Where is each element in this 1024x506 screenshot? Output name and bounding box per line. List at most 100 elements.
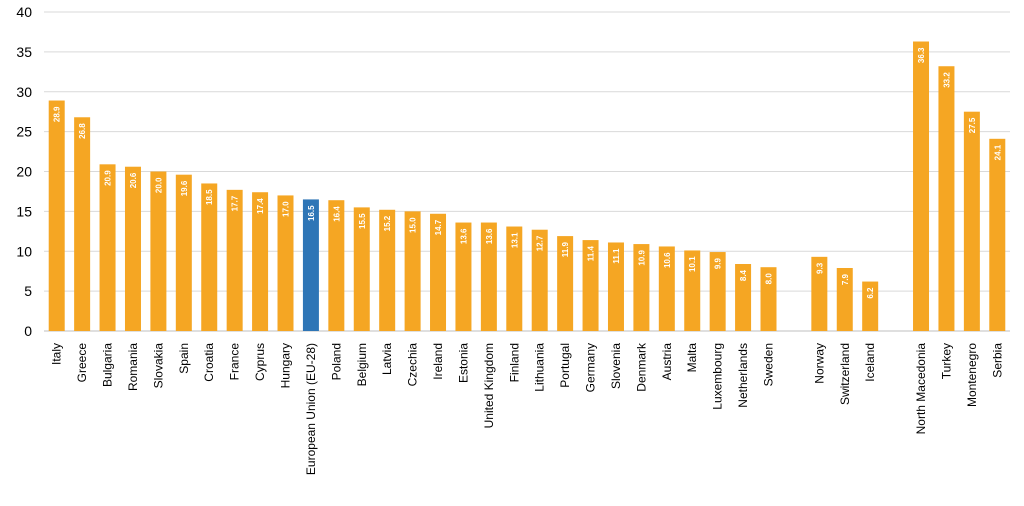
bar-value-label: 17.7 bbox=[231, 195, 240, 211]
bar bbox=[760, 267, 777, 331]
category-label: Slovenia bbox=[609, 343, 623, 389]
category-label: Cyprus bbox=[253, 343, 267, 381]
bar-value-label: 16.4 bbox=[332, 206, 341, 222]
bar-value-label: 11.4 bbox=[587, 246, 596, 262]
bar bbox=[989, 138, 1006, 331]
category-label: Ireland bbox=[431, 343, 445, 380]
axis-layer: 0 5 10 15 20 25 30 35 40 Italy Greece Bulgaria Roman… bbox=[16, 4, 1004, 475]
category-label: Poland bbox=[329, 343, 343, 380]
category-label: Luxembourg bbox=[711, 343, 725, 410]
bar bbox=[48, 100, 65, 332]
bar bbox=[963, 111, 980, 331]
bar bbox=[913, 41, 930, 331]
bar bbox=[74, 117, 91, 332]
bar bbox=[404, 211, 421, 331]
bar-value-label: 15.5 bbox=[358, 213, 367, 229]
bar bbox=[430, 213, 447, 331]
category-label: France bbox=[228, 343, 242, 381]
category-label: Romania bbox=[126, 343, 140, 391]
category-label: Bulgaria bbox=[101, 343, 115, 387]
category-label: Germany bbox=[584, 343, 598, 392]
bar bbox=[455, 222, 472, 331]
bar bbox=[480, 222, 497, 331]
bar-layer: 28.9 26.8 20.9 20.6 20.0 19.6 18.5 17.7 17.4 17.0… bbox=[48, 41, 1006, 332]
category-label: Croatia bbox=[202, 343, 216, 382]
y-tick-label: 15 bbox=[16, 203, 32, 219]
bar-value-label: 19.6 bbox=[180, 180, 189, 196]
category-label: Austria bbox=[660, 343, 674, 381]
bar bbox=[353, 207, 370, 331]
bar-value-label: 27.5 bbox=[968, 117, 977, 133]
bar-value-label: 11.9 bbox=[561, 242, 570, 258]
bar bbox=[226, 189, 243, 331]
bar-value-label: 13.6 bbox=[459, 228, 468, 244]
bar bbox=[150, 171, 167, 331]
bar-value-label: 36.3 bbox=[917, 47, 926, 63]
category-label: Montenegro bbox=[965, 343, 979, 407]
bar-value-label: 15.2 bbox=[383, 215, 392, 231]
category-label: Malta bbox=[685, 343, 699, 373]
bar-value-label: 7.9 bbox=[841, 273, 850, 285]
category-label: Lithuania bbox=[533, 343, 547, 392]
bar-value-label: 17.0 bbox=[282, 201, 291, 217]
y-tick-label: 10 bbox=[16, 243, 32, 259]
category-label: Sweden bbox=[762, 343, 776, 386]
bar-value-label: 10.6 bbox=[663, 252, 672, 268]
bar bbox=[709, 252, 726, 331]
bar-value-label: 13.1 bbox=[510, 232, 519, 248]
bar bbox=[658, 246, 675, 331]
bar-value-label: 16.5 bbox=[307, 205, 316, 221]
category-label: United Kingdom bbox=[482, 343, 496, 428]
bar-value-label: 8.0 bbox=[765, 273, 774, 285]
y-tick-label: 0 bbox=[24, 323, 32, 339]
category-label: Portugal bbox=[558, 343, 572, 388]
bar-value-label: 15.0 bbox=[409, 217, 418, 233]
category-label: Slovakia bbox=[151, 343, 165, 389]
category-label: Hungary bbox=[279, 343, 293, 388]
y-tick-label: 25 bbox=[16, 124, 32, 140]
bar-value-label: 24.1 bbox=[993, 144, 1002, 160]
category-label: Estonia bbox=[456, 343, 470, 383]
bar bbox=[836, 267, 853, 331]
bar bbox=[175, 174, 192, 331]
bar bbox=[302, 199, 319, 331]
category-label: Norway bbox=[812, 343, 826, 384]
bar bbox=[328, 200, 345, 331]
category-label: Iceland bbox=[863, 343, 877, 382]
bar bbox=[277, 195, 294, 331]
bar-value-label: 26.8 bbox=[78, 123, 87, 139]
category-label: Netherlands bbox=[736, 343, 750, 408]
bar bbox=[506, 226, 523, 331]
category-label: Latvia bbox=[380, 343, 394, 375]
y-tick-label: 40 bbox=[16, 4, 32, 20]
bar bbox=[99, 164, 116, 331]
y-tick-label: 20 bbox=[16, 164, 32, 180]
bar-value-label: 9.9 bbox=[714, 258, 723, 270]
bar bbox=[607, 242, 624, 331]
bar bbox=[633, 244, 650, 331]
category-label: Greece bbox=[75, 343, 89, 383]
bar-value-label: 20.0 bbox=[154, 177, 163, 193]
category-label: Finland bbox=[507, 343, 521, 382]
bar bbox=[252, 192, 269, 331]
bar-value-label: 10.9 bbox=[637, 250, 646, 266]
bar-value-label: 8.4 bbox=[739, 269, 748, 281]
category-label: European Union (EU-28) bbox=[304, 343, 318, 475]
bar bbox=[531, 229, 548, 331]
category-label: Switzerland bbox=[838, 343, 852, 405]
bar bbox=[862, 281, 879, 331]
bar-value-label: 11.1 bbox=[612, 248, 621, 264]
bar-value-label: 18.5 bbox=[205, 189, 214, 205]
bar bbox=[201, 183, 218, 331]
bar-value-label: 20.9 bbox=[104, 170, 113, 186]
category-label: Denmark bbox=[634, 342, 648, 392]
category-label: Belgium bbox=[355, 343, 369, 386]
bar bbox=[811, 256, 828, 331]
y-tick-label: 30 bbox=[16, 84, 32, 100]
bar bbox=[379, 209, 396, 331]
category-label: Serbia bbox=[990, 343, 1004, 378]
bar bbox=[938, 66, 955, 331]
bar-value-label: 12.7 bbox=[536, 235, 545, 251]
category-label: North Macedonia bbox=[914, 343, 928, 435]
